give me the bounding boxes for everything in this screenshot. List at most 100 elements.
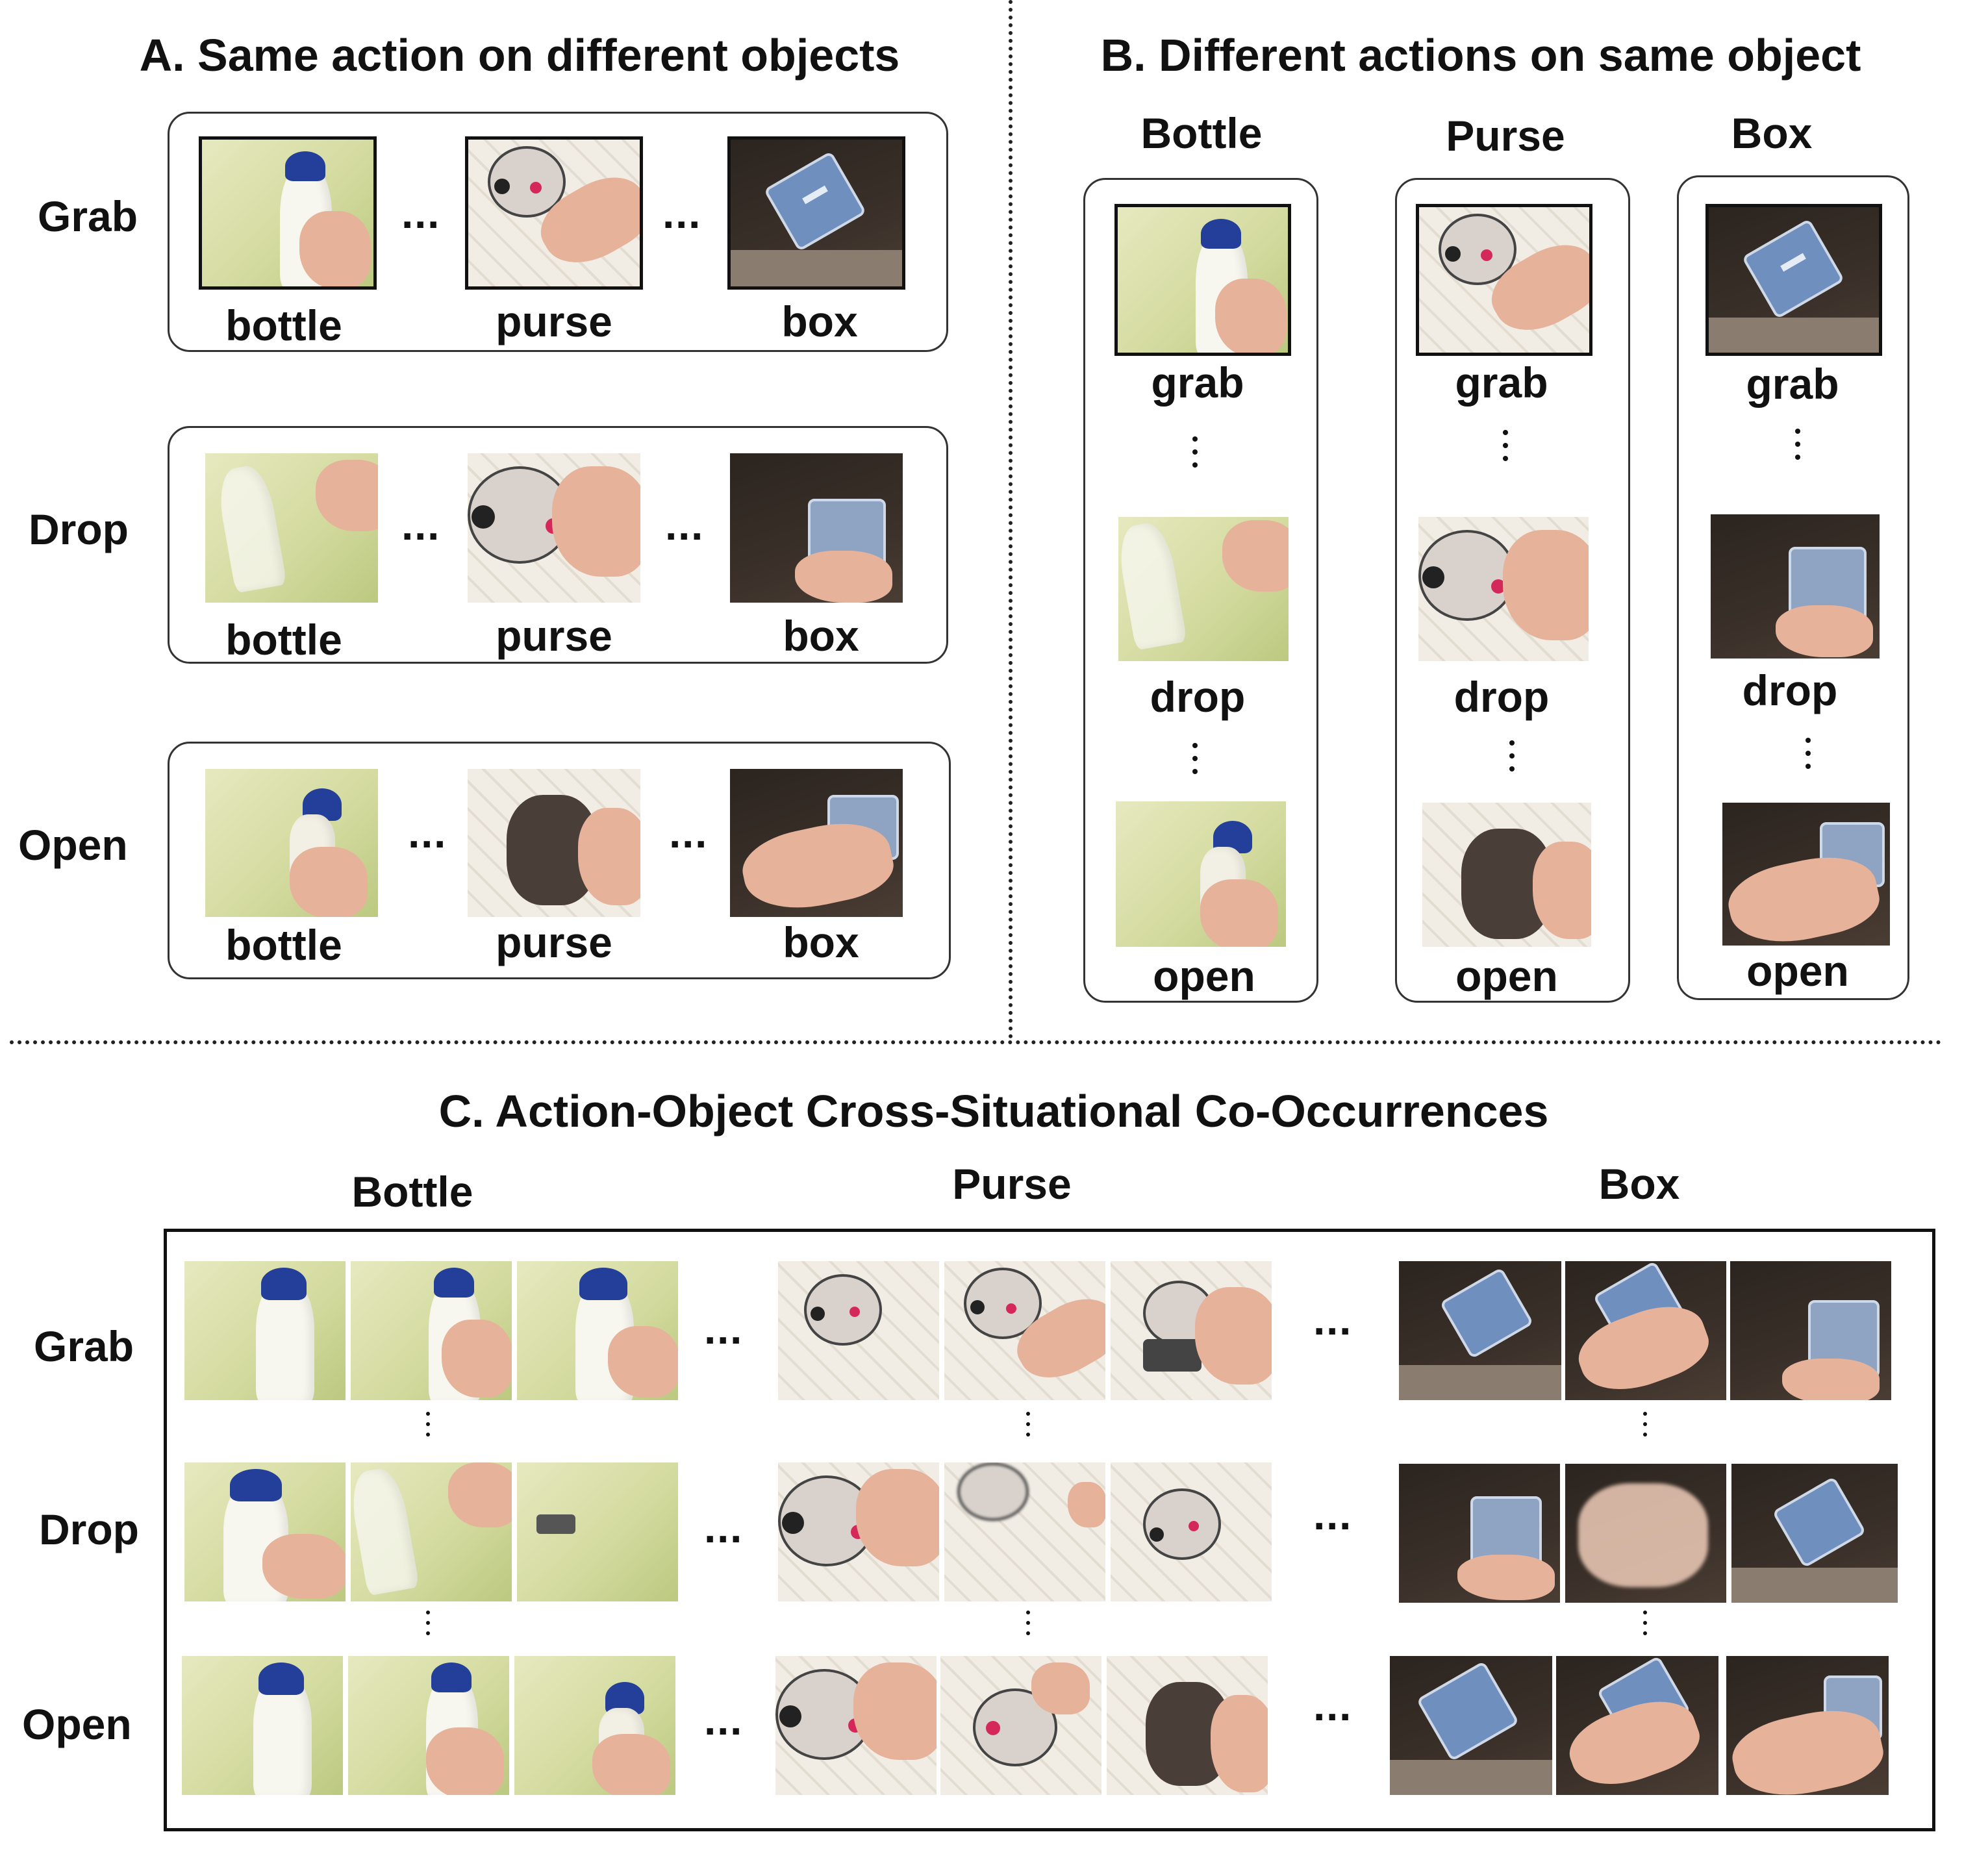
panel-c-open-purse-image-3 [1107,1656,1268,1795]
panel-a-open-bottle-image [205,769,378,917]
panel-b-box-open-label: open [1746,947,1849,995]
panel-c-drop-purse-image-1 [778,1462,939,1601]
panel-a-drop-ellipsis-1: ··· [401,512,442,560]
panel-c-open-box-image-3 [1726,1656,1889,1795]
panel-b-purse-vdots-1 [1503,430,1508,469]
panel-a-open-box-label: box [783,918,859,966]
panel-c-grab-ellipsis-2: ··· [1313,1307,1353,1355]
panel-a-open-row-box [168,742,951,979]
panel-a-open-purse-label: purse [496,918,612,966]
panel-c-grab-bottle-image-3 [517,1261,678,1400]
panel-c-drop-purse-image-3 [1111,1462,1272,1601]
panel-c-open-ellipsis-1: ··· [704,1707,744,1755]
panel-b-bottle-vdots-2 [1192,743,1198,782]
panel-c-frame [164,1229,1935,1831]
panel-c-column-label-bottle: Bottle [351,1168,473,1216]
panel-c-box-vdots-1 [1643,1412,1648,1443]
panel-c-grab-ellipsis-1: ··· [704,1316,744,1364]
panel-b-title: B. Different actions on same object [1100,30,1861,81]
panel-b-purse-column-box [1395,178,1630,1003]
panel-a-drop-box-label: box [783,612,859,660]
panel-b-box-vdots-1 [1795,429,1800,468]
panel-c-open-bottle-image-1 [182,1656,343,1795]
panel-a-grab-ellipsis-1: ··· [401,200,442,248]
panel-a-drop-purse-label: purse [496,612,612,660]
panel-b-box-column-box [1677,175,1909,1000]
panel-c-grab-box-image-2 [1565,1261,1726,1400]
panel-b-bottle-open-label: open [1153,952,1255,1000]
panel-c-drop-purse-image-2 [944,1462,1105,1601]
panel-c-grab-purse-image-1 [778,1261,939,1400]
panel-a-drop-ellipsis-2: ··· [665,512,705,560]
panel-b-purse-grab-image [1416,204,1592,356]
panel-c-open-bottle-image-2 [348,1656,509,1795]
panel-a-drop-box-image [730,453,903,603]
panel-a-row-label-grab: Grab [38,192,138,240]
panel-a-open-ellipsis-2: ··· [669,820,709,868]
panel-b-box-vdots-2 [1806,738,1811,777]
panel-c-drop-box-image-2 [1565,1464,1726,1603]
panel-c-grab-box-image-3 [1730,1261,1891,1400]
panel-c-open-box-image-1 [1390,1656,1552,1795]
panel-c-bottle-vdots-2 [426,1611,431,1642]
panel-c-purse-vdots-1 [1026,1412,1031,1443]
panel-a-row-label-drop: Drop [29,505,129,553]
panel-a-drop-bottle-label: bottle [225,616,342,664]
panel-c-row-label-drop: Drop [39,1505,139,1553]
panel-a-grab-ellipsis-2: ··· [662,200,703,248]
panel-c-grab-purse-image-3 [1111,1261,1272,1400]
panel-c-drop-bottle-image-2 [351,1462,512,1601]
panel-a-open-box-image [730,769,903,917]
panel-c-row-label-grab: Grab [34,1322,134,1370]
panel-c-row-label-open: Open [22,1700,132,1748]
panel-b-purse-drop-label: drop [1453,673,1550,721]
panel-b-purse-open-label: open [1455,952,1558,1000]
panel-c-open-purse-image-2 [940,1656,1101,1795]
panel-b-bottle-column-box [1083,178,1318,1003]
panel-a-grab-row-box [168,112,948,352]
panel-c-grab-purse-image-2 [944,1261,1105,1400]
panel-b-box-drop-image [1711,514,1880,659]
panel-b-bottle-open-image [1116,801,1286,947]
panel-c-drop-ellipsis-2: ··· [1313,1501,1353,1549]
horizontal-separator [10,1040,1942,1044]
panel-c-grab-bottle-image-2 [351,1261,512,1400]
panel-b-column-label-bottle: Bottle [1140,109,1263,157]
panel-c-grab-box-image-1 [1399,1261,1561,1400]
panel-b-bottle-drop-image [1118,517,1289,661]
panel-b-bottle-drop-label: drop [1150,673,1246,721]
panel-a-drop-bottle-image [205,453,378,603]
panel-c-drop-bottle-image-3 [517,1462,678,1601]
panel-c-column-label-purse: Purse [952,1160,1072,1208]
panel-b-box-grab-image [1705,204,1882,356]
panel-c-drop-bottle-image-1 [184,1462,346,1601]
panel-c-box-vdots-2 [1643,1611,1648,1642]
panel-b-bottle-grab-image [1114,204,1291,356]
panel-b-purse-grab-label: grab [1455,358,1548,407]
panel-a-open-purse-image [468,769,640,917]
panel-c-column-label-box: Box [1598,1160,1680,1208]
panel-c-drop-box-image-3 [1731,1464,1898,1603]
panel-c-open-purse-image-1 [775,1656,937,1795]
panel-a-grab-purse-image [465,136,643,290]
panel-a-open-ellipsis-1: ··· [408,820,448,868]
panel-c-open-box-image-2 [1556,1656,1718,1795]
panel-c-bottle-vdots-1 [426,1412,431,1443]
panel-c-drop-box-image-1 [1399,1464,1560,1603]
panel-b-purse-open-image [1422,803,1591,947]
panel-a-drop-purse-image [468,453,640,603]
panel-a-row-label-open: Open [18,821,128,869]
panel-b-box-grab-label: grab [1746,360,1839,408]
panel-c-drop-ellipsis-1: ··· [704,1514,744,1562]
panel-a-open-bottle-label: bottle [225,921,342,969]
panel-a-grab-box-label: box [781,297,858,345]
panel-b-box-drop-label: drop [1742,666,1838,714]
panel-c-purse-vdots-2 [1026,1611,1031,1642]
panel-a-grab-box-image [727,136,905,290]
panel-a-grab-bottle-image [199,136,377,290]
panel-b-bottle-vdots-1 [1192,436,1198,475]
panel-b-column-label-purse: Purse [1446,112,1565,160]
panel-b-bottle-grab-label: grab [1151,358,1244,407]
panel-a-grab-bottle-label: bottle [225,301,342,349]
vertical-separator [1009,0,1013,1039]
